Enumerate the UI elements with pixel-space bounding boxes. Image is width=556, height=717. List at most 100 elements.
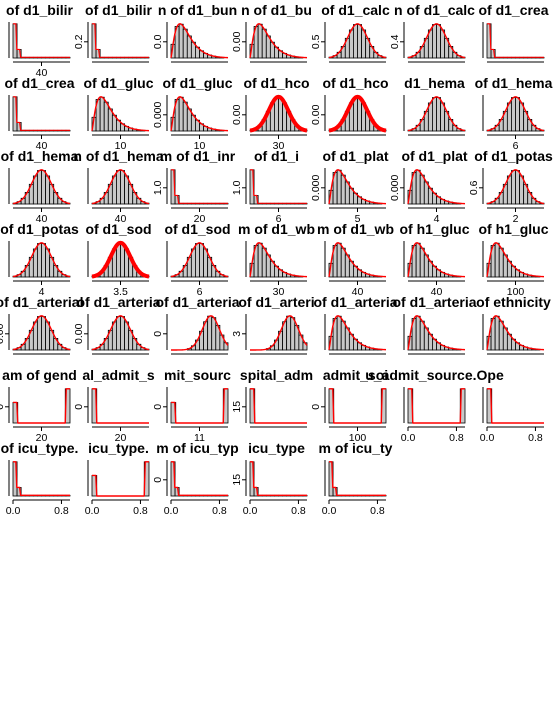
x-tick-label: 0.8 [212,505,227,517]
histogram-bar [340,174,346,205]
panel-title: n of d1_calc [394,2,475,18]
density-curve [486,96,545,132]
histogram-panel: al_admit_s 20 0 [73,367,155,444]
histogram-bar [41,316,46,351]
histogram-bar [116,316,121,351]
density-curve [13,461,70,497]
y-tick-label: 3 [231,331,243,337]
panel-title: of d1_bilir [6,2,73,18]
panel-title: of icu_type. [1,440,79,456]
y-tick-label: 0 [152,331,164,337]
density-curve [13,96,70,131]
x-tick-label: 30 [273,286,285,298]
histogram-bar [357,24,362,59]
x-tick-label: 0.0 [243,505,258,517]
panel-title: of d1_bilir [85,2,152,18]
histogram-bar [494,315,500,351]
panel-title: of d1_sod [85,221,151,237]
density-curve [92,461,149,497]
x-tick-label: 40 [352,286,364,298]
y-tick-label: 0.00 [73,323,85,344]
histogram-panel: of icu_type. 0.0 0.8 [1,440,79,517]
histogram-panel: of d1_arteria [313,294,398,355]
panel-title: n of d1_bun [158,2,237,18]
panel-title: icu_type. [88,440,149,456]
density-curve [327,94,388,133]
panel-title: spital_adm [240,367,313,383]
histogram-panel: of d1_hco 0.00 [310,75,389,136]
y-tick-label: 15 [231,401,243,413]
x-tick-label: 0.8 [291,505,306,517]
histogram-panel: mit_sourc 11 0 [152,367,231,444]
density-curve [91,96,150,132]
density-curve [92,388,149,424]
panel-title: am of gend [2,367,77,383]
density-curve [249,23,308,59]
histogram-panel: icu_type. 0.0 0.8 [85,440,150,517]
y-tick-label: 0 [152,477,164,483]
histogram-bar [182,101,188,132]
density-curve [170,242,229,278]
panel-title: of h1_gluc [399,221,469,237]
histogram-panel: n of d1_hema 40 [73,148,163,225]
density-curve [487,23,544,58]
x-tick-label: 0.0 [401,432,416,444]
y-tick-label: 0.00 [310,104,322,125]
panel-title: of d1_hco [322,75,388,91]
panel-title: u_admit_source.Ope [365,367,504,383]
histogram-panel: of d1_bilir 0.2 [73,2,152,63]
x-tick-label: 2 [513,213,519,225]
x-tick-label: 0.8 [449,432,464,444]
x-tick-label: 0.8 [528,432,543,444]
density-curve [170,96,229,132]
density-curve [329,461,386,497]
density-curve [249,242,308,278]
histogram-bar [37,243,42,278]
density-curve [407,169,466,205]
histogram-panel: admit_soi 100 0 [310,367,388,444]
density-curve [12,315,71,351]
density-curve [250,315,308,351]
x-tick-label: 10 [194,140,206,152]
histogram-panel: of h1_gluc 100 [478,221,548,298]
histogram-panel: 0.0 0.8 [480,387,544,444]
histogram-panel: of d1_arteria 0 [152,294,240,355]
panel-title: of d1_hema [475,75,553,91]
histogram-bar [415,242,421,278]
y-tick-label: 15 [231,474,243,486]
density-curve [171,169,228,204]
x-tick-label: 0.8 [54,505,69,517]
histogram-panel: n of d1_calc 0.4 [389,2,475,63]
histogram-bar [336,242,342,278]
x-tick-label: 4 [434,213,440,225]
y-tick-label: 0.000 [389,175,401,201]
x-tick-label: 40 [36,213,48,225]
x-tick-label: 100 [507,286,525,298]
panel-title: of d1_arteria [313,294,397,310]
histogram-bar [178,96,184,132]
panel-title: of d1_arteria [76,294,160,310]
histogram-bar [494,242,500,278]
density-curve [91,315,150,351]
y-tick-label: 0 [152,404,164,410]
y-tick-label: 0 [73,404,85,410]
panel-title: of d1_gluc [162,75,232,91]
histogram-bar [353,24,358,59]
density-curve [13,388,70,424]
density-curve [91,169,150,205]
histogram-bar [340,320,346,351]
histogram-bar [511,170,516,205]
histogram-bar [436,24,441,59]
histogram-panel: of h1_gluc 40 [399,221,469,298]
histogram-bar [195,243,200,278]
density-curve [408,388,465,424]
histogram-bar [340,247,346,278]
x-tick-label: 0.0 [322,505,337,517]
histogram-panel: u_admit_source.Ope 0.0 0.8 [365,367,504,444]
histogram-bar [37,316,42,351]
x-tick-label: 0.0 [6,505,21,517]
histogram-bar [515,170,520,205]
x-tick-label: 40 [36,67,48,79]
histogram-bar [498,320,504,351]
histogram-bar [261,28,267,59]
